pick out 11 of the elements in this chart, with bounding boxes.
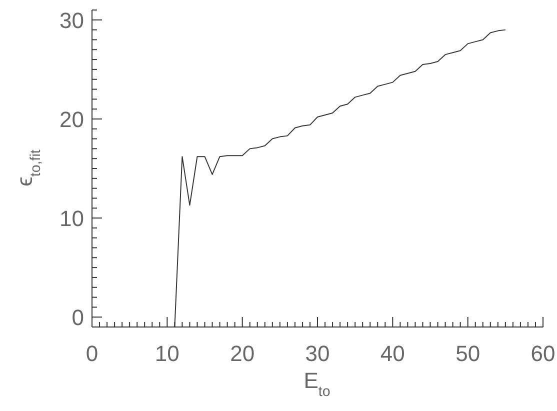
x-tick-label: 50 <box>456 341 480 366</box>
x-tick-label: 30 <box>305 341 330 366</box>
y-tick-label: 0 <box>72 305 84 330</box>
x-tick-label: 20 <box>230 341 255 366</box>
y-tick-label: 30 <box>60 8 84 33</box>
y-tick-label: 10 <box>60 206 84 232</box>
x-tick-label: 40 <box>380 341 405 366</box>
x-axis-title: E$_{to}$ <box>304 368 330 400</box>
x-tick-label: 10 <box>154 341 180 366</box>
x-tick-label: 60 <box>530 341 556 366</box>
y-tick-label: 20 <box>60 106 84 132</box>
